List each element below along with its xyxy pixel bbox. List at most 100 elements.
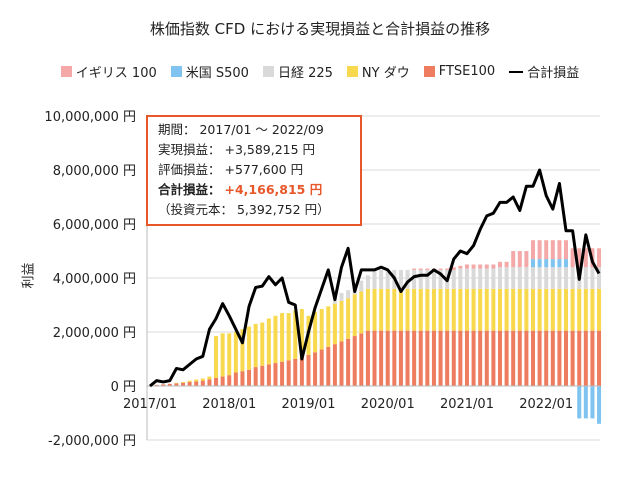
- bar-NY ダウ: [577, 288, 582, 331]
- legend-item-us500: 米国 S500: [170, 62, 249, 81]
- y-tick-label: -2,000,000 円: [48, 434, 136, 449]
- bar-イギリス 100: [577, 248, 582, 268]
- bar-日経 225: [379, 269, 384, 289]
- legend-swatch: [262, 66, 274, 77]
- bar-NY ダウ: [511, 288, 516, 331]
- bar-イギリス 100: [511, 251, 516, 268]
- bar-NY ダウ: [372, 288, 377, 331]
- bar-米国 S500: [537, 259, 542, 268]
- bar-FTSE100: [577, 330, 582, 386]
- summary-box: 期間： 2017/01 ～ 2022/09 実現損益： +3,589,215 円…: [146, 115, 362, 226]
- bar-NY ダウ: [597, 288, 602, 331]
- bar-NY ダウ: [445, 288, 450, 331]
- bar-NY ダウ: [544, 288, 549, 331]
- legend-label: 米国 S500: [185, 66, 249, 81]
- x-tick-label: 2018/01: [202, 397, 256, 412]
- legend-swatch: [346, 66, 358, 77]
- bar-NY ダウ: [484, 288, 489, 331]
- bar-NY ダウ: [352, 294, 357, 337]
- bar-NY ダウ: [200, 378, 205, 381]
- bar-イギリス 100: [497, 261, 502, 268]
- bar-NY ダウ: [319, 309, 324, 350]
- bar-日経 225: [412, 269, 417, 289]
- bar-NY ダウ: [425, 288, 430, 331]
- bar-NY ダウ: [233, 332, 238, 373]
- bar-NY ダウ: [451, 288, 456, 331]
- period-text: 期間： 2017/01 ～ 2022/09: [158, 122, 324, 137]
- bar-イギリス 100: [484, 264, 489, 269]
- bar-FTSE100: [266, 364, 271, 386]
- bar-米国 S500: [590, 386, 595, 419]
- bar-FTSE100: [550, 330, 555, 386]
- bar-米国 S500: [544, 259, 549, 268]
- y-tick-label: 0 円: [111, 380, 136, 395]
- bar-日経 225: [583, 267, 588, 289]
- bar-日経 225: [570, 267, 575, 289]
- bar-FTSE100: [517, 330, 522, 386]
- bar-NY ダウ: [438, 288, 443, 331]
- bar-NY ダウ: [240, 329, 245, 372]
- bar-NY ダウ: [564, 288, 569, 331]
- bar-NY ダウ: [220, 333, 225, 377]
- bar-FTSE100: [497, 330, 502, 386]
- bar-FTSE100: [207, 379, 212, 386]
- bar-FTSE100: [187, 381, 192, 386]
- bar-イギリス 100: [438, 268, 443, 270]
- bar-日経 225: [497, 267, 502, 289]
- legend-item-nikkei225: 日経 225: [262, 62, 333, 81]
- legend-label: 合計損益: [527, 66, 580, 81]
- bar-日経 225: [511, 267, 516, 289]
- bar-イギリス 100: [531, 240, 536, 260]
- bar-NY ダウ: [194, 379, 199, 382]
- bar-日経 225: [464, 268, 469, 289]
- bar-NY ダウ: [412, 288, 417, 331]
- bar-FTSE100: [412, 330, 417, 386]
- bar-FTSE100: [392, 330, 397, 386]
- y-tick-label: 8,000,000 円: [53, 164, 136, 179]
- bar-日経 225: [346, 290, 351, 299]
- bar-FTSE100: [491, 330, 496, 386]
- bar-日経 225: [544, 267, 549, 289]
- bar-NY ダウ: [207, 376, 212, 380]
- bar-日経 225: [504, 267, 509, 289]
- total-pl-line: [149, 168, 601, 388]
- bar-FTSE100: [280, 361, 285, 386]
- bar-イギリス 100: [491, 264, 496, 269]
- bar-イギリス 100: [478, 264, 483, 269]
- bar-FTSE100: [590, 330, 595, 386]
- bar-イギリス 100: [425, 268, 430, 270]
- realized-pl-text: 実現損益： +3,589,215 円: [158, 142, 316, 157]
- bar-FTSE100: [313, 352, 318, 386]
- bar-FTSE100: [471, 330, 476, 386]
- bar-NY ダウ: [227, 333, 232, 376]
- legend-item-total: 合計損益: [509, 62, 579, 81]
- bar-FTSE100: [227, 375, 232, 386]
- bar-NY ダウ: [418, 288, 423, 331]
- total-pl-value: +4,166,815 円: [224, 182, 323, 197]
- bar-NY ダウ: [181, 381, 186, 383]
- legend-line: [509, 70, 524, 73]
- total-pl-label: 合計損益：: [158, 182, 221, 197]
- bar-日経 225: [365, 275, 370, 289]
- bar-イギリス 100: [550, 240, 555, 260]
- bar-イギリス 100: [451, 267, 456, 270]
- bar-NY ダウ: [504, 288, 509, 331]
- bar-イギリス 100: [471, 264, 476, 269]
- bar-NY ダウ: [431, 288, 436, 331]
- bar-イギリス 100: [418, 268, 423, 270]
- bar-NY ダウ: [550, 288, 555, 331]
- bar-NY ダウ: [339, 300, 344, 342]
- y-tick-label: 10,000,000 円: [44, 110, 136, 125]
- bar-イギリス 100: [564, 240, 569, 260]
- bar-FTSE100: [181, 382, 186, 386]
- legend-item-nydow: NY ダウ: [346, 62, 410, 81]
- bar-日経 225: [524, 267, 529, 289]
- bar-FTSE100: [451, 330, 456, 386]
- bar-NY ダウ: [332, 303, 337, 345]
- bar-NY ダウ: [524, 288, 529, 331]
- bar-FTSE100: [293, 359, 298, 386]
- legend-label: 日経 225: [277, 66, 333, 81]
- bar-日経 225: [590, 267, 595, 289]
- bar-FTSE100: [286, 360, 291, 386]
- bar-FTSE100: [478, 330, 483, 386]
